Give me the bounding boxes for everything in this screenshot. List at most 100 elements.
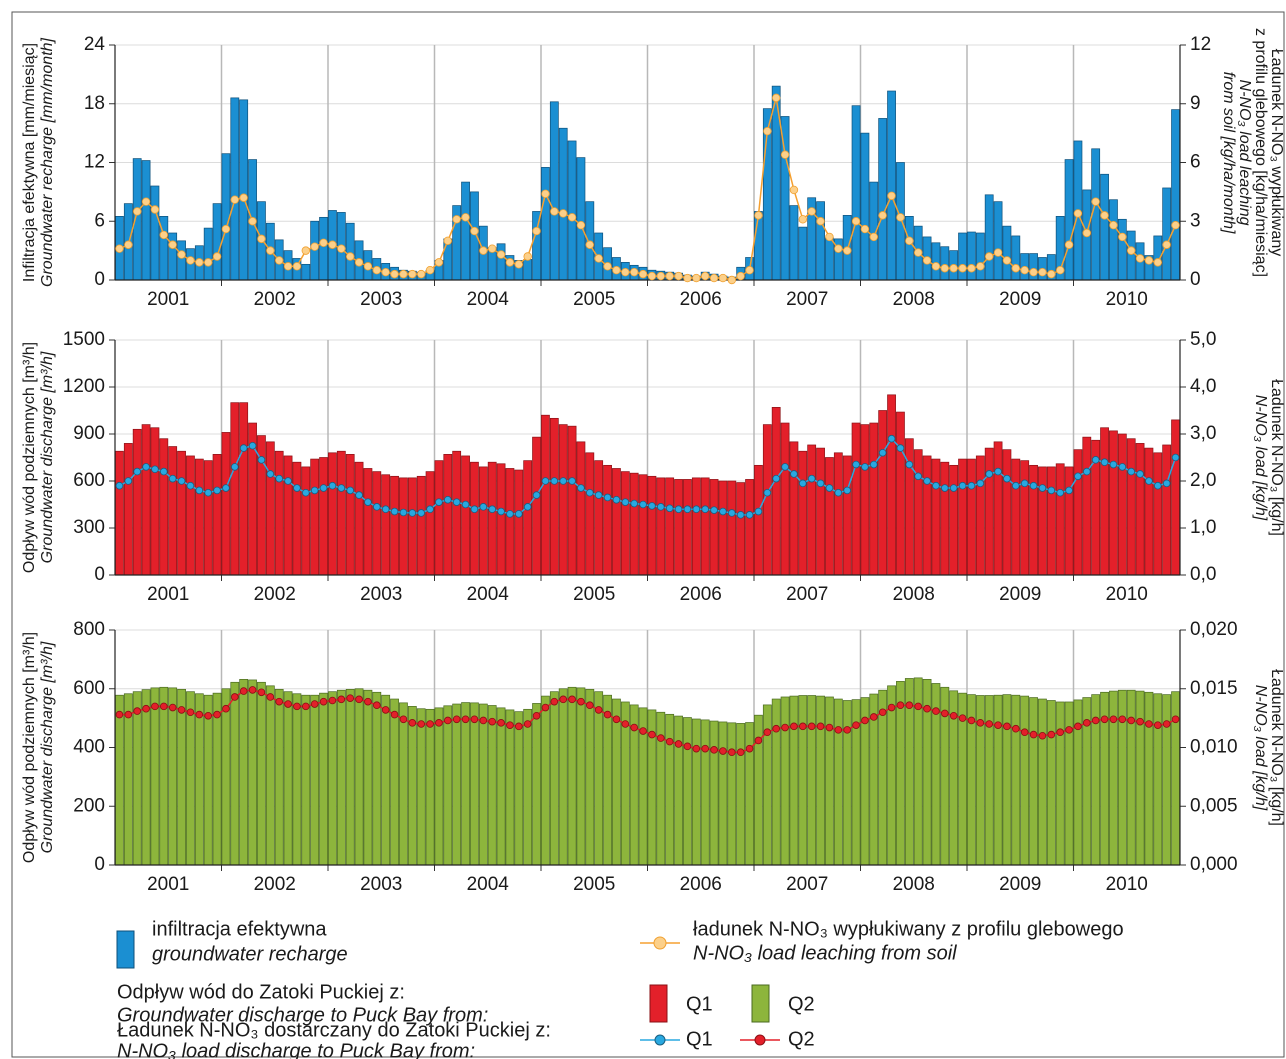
point [958, 714, 967, 722]
point [416, 269, 426, 279]
bar [1162, 444, 1172, 576]
x-tick-label: 2010 [1106, 289, 1148, 310]
point [922, 256, 932, 265]
bar [789, 441, 799, 576]
bar [496, 243, 506, 281]
point [293, 702, 301, 711]
bar [159, 438, 169, 576]
bar [168, 687, 178, 866]
bar [656, 477, 666, 576]
bar [1020, 460, 1030, 576]
bar [1109, 430, 1118, 576]
y2-tick-label: 6 [1190, 152, 1201, 173]
bar [239, 402, 249, 576]
bar [541, 695, 550, 866]
bar [203, 694, 213, 866]
bar [798, 226, 808, 281]
point [1162, 720, 1171, 728]
bar [816, 201, 825, 281]
bar [798, 450, 808, 576]
bar [549, 691, 559, 866]
point [701, 744, 709, 753]
point [701, 505, 709, 514]
y-tick-label: 0 [94, 269, 105, 290]
point [506, 510, 514, 518]
point [133, 467, 141, 476]
bar [869, 422, 879, 576]
y2-axis-title: N-NO₃ load [kg/h] [1252, 395, 1269, 521]
bar [780, 422, 790, 576]
point [115, 244, 124, 253]
bar [736, 723, 746, 866]
point [958, 481, 967, 490]
bar [727, 480, 737, 576]
bar [301, 466, 311, 576]
point [683, 742, 692, 751]
point [373, 701, 381, 709]
point [310, 700, 319, 708]
point [399, 715, 408, 724]
bar [470, 702, 479, 866]
point [1100, 458, 1109, 467]
point [923, 704, 931, 713]
point [1003, 722, 1011, 731]
point [452, 215, 461, 224]
point [985, 470, 993, 478]
point [949, 264, 958, 273]
bar [603, 694, 612, 866]
bar [984, 447, 994, 576]
bar [372, 691, 382, 866]
point [1171, 715, 1180, 724]
bar [718, 480, 728, 576]
point [195, 258, 204, 267]
point [736, 271, 745, 281]
point [1047, 269, 1056, 279]
point [816, 217, 825, 226]
bar [576, 687, 586, 866]
bar [576, 157, 586, 281]
bar [221, 153, 231, 281]
point [1003, 474, 1011, 483]
point [914, 702, 922, 711]
point [221, 224, 231, 234]
point [1153, 258, 1163, 267]
point [248, 686, 257, 694]
point [212, 252, 222, 261]
x-tick-label: 2005 [573, 584, 615, 605]
point [381, 505, 390, 514]
point [887, 191, 896, 200]
bar [274, 450, 284, 576]
bar [470, 461, 479, 576]
bar [1020, 695, 1030, 866]
bar [771, 698, 781, 866]
point [479, 503, 488, 511]
x-tick-label: 2009 [999, 289, 1041, 310]
point [284, 700, 292, 708]
point [1136, 470, 1144, 478]
point [816, 722, 825, 731]
point [355, 491, 363, 499]
point [514, 260, 524, 269]
point [727, 275, 737, 285]
bar [842, 455, 852, 576]
bar [407, 706, 417, 866]
y-tick-label: 900 [73, 423, 105, 444]
point [141, 197, 151, 206]
point [1154, 481, 1162, 490]
bar [1046, 466, 1056, 576]
point [772, 724, 780, 733]
point [630, 499, 638, 508]
point [417, 509, 425, 517]
y-axis-title: Groundwater discharge [m³/h] [39, 641, 56, 853]
x-tick-label: 2004 [467, 289, 510, 310]
bar [647, 475, 657, 576]
y-axis-title: Odpływ wód podziemnych [m³/h] [21, 342, 38, 573]
point [790, 470, 798, 478]
bar [399, 702, 408, 866]
point [683, 505, 692, 514]
point [434, 258, 444, 267]
y2-tick-label: 3 [1190, 210, 1201, 231]
bar [1126, 689, 1136, 866]
point [1091, 456, 1100, 464]
point [976, 262, 985, 271]
